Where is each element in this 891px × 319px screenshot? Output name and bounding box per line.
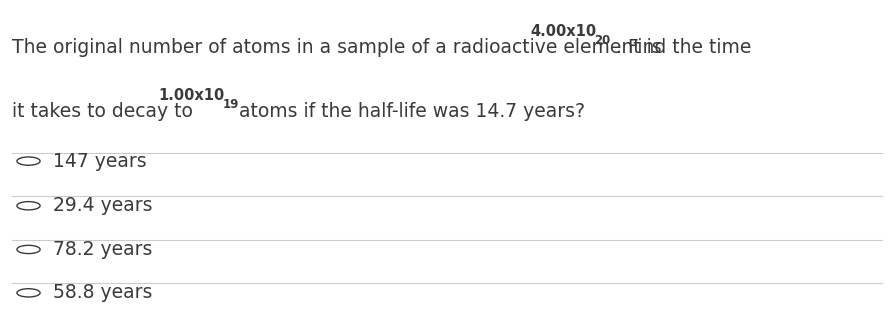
Text: 20: 20 xyxy=(594,34,610,47)
Text: atoms if the half-life was 14.7 years?: atoms if the half-life was 14.7 years? xyxy=(239,102,584,121)
Text: . Find the time: . Find the time xyxy=(610,38,752,57)
Text: 58.8 years: 58.8 years xyxy=(53,283,153,302)
Text: it takes to decay to: it takes to decay to xyxy=(12,102,199,121)
Text: The original number of atoms in a sample of a radioactive element is: The original number of atoms in a sample… xyxy=(12,38,667,57)
Text: 1.00x10: 1.00x10 xyxy=(159,88,225,103)
Text: 29.4 years: 29.4 years xyxy=(53,196,153,215)
Text: 19: 19 xyxy=(223,98,239,111)
Text: 147 years: 147 years xyxy=(53,152,147,171)
Text: 4.00x10: 4.00x10 xyxy=(530,24,596,39)
Text: 78.2 years: 78.2 years xyxy=(53,240,153,259)
